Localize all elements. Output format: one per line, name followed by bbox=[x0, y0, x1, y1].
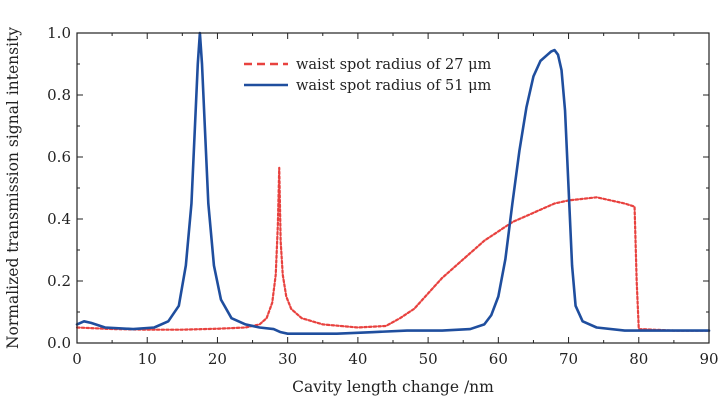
x-tick-label: 90 bbox=[699, 350, 718, 368]
x-tick-label: 50 bbox=[419, 350, 438, 368]
y-tick-label: 0.2 bbox=[47, 272, 71, 290]
x-tick-label: 80 bbox=[629, 350, 648, 368]
x-tick-label: 10 bbox=[138, 350, 157, 368]
legend: waist spot radius of 27 μm waist spot rad… bbox=[244, 57, 492, 94]
series-layer bbox=[75, 31, 711, 336]
y-tick-label: 1.0 bbox=[47, 24, 71, 42]
x-tick-label: 20 bbox=[208, 350, 227, 368]
y-tick-label: 0.4 bbox=[47, 210, 71, 228]
y-tick-label: 0.8 bbox=[47, 86, 71, 104]
x-tick-label: 30 bbox=[278, 350, 297, 368]
y-tick-label: 0.0 bbox=[47, 334, 71, 352]
legend-label-2: waist spot radius of 51 μm bbox=[296, 78, 492, 94]
x-tick-label: 60 bbox=[489, 350, 508, 368]
x-axis-title: Cavity length change /nm bbox=[292, 378, 494, 396]
x-tick-label: 0 bbox=[72, 350, 82, 368]
y-tick-label: 0.6 bbox=[47, 148, 71, 166]
series-line-1 bbox=[75, 166, 711, 332]
axes-layer: 0 10 20 30 40 50 60 70 80 90 0.0 0.2 0.4 0.6 0.8 1.0 bbox=[47, 24, 718, 368]
x-tick-label: 70 bbox=[559, 350, 578, 368]
x-tick-label: 40 bbox=[348, 350, 367, 368]
legend-label-1: waist spot radius of 27 μm bbox=[296, 57, 492, 73]
y-axis-title: Normalized transmission signal intensity bbox=[4, 27, 22, 349]
series-line-2 bbox=[75, 31, 711, 336]
